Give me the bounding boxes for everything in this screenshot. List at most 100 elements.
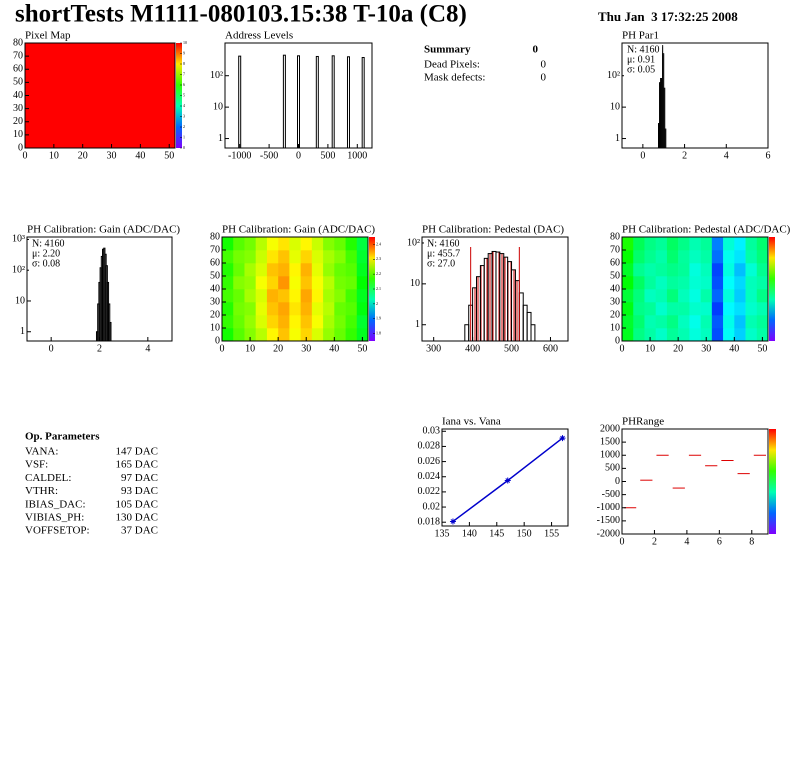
param-label: VSF: <box>25 459 48 471</box>
heat-cell <box>756 250 769 264</box>
stats-line: σ: 0.05 <box>627 64 655 75</box>
x-tick-label: 4 <box>684 536 689 547</box>
y-tick-label: 1 <box>615 133 620 144</box>
x-tick-label: 40 <box>135 150 145 161</box>
heat-cell <box>289 237 301 251</box>
x-tick-label: 1000 <box>347 150 367 161</box>
heat-cell <box>666 302 679 316</box>
heat-cell <box>334 263 346 277</box>
heat-cell <box>289 289 301 303</box>
heat-cell <box>323 263 335 277</box>
x-tick-label: 30 <box>701 343 711 354</box>
stats-line: μ: 0.91 <box>627 54 655 65</box>
hist-bin <box>503 256 509 342</box>
y-tick-label: 60 <box>13 64 23 75</box>
heat-cell <box>311 237 324 251</box>
summary-title: Summary <box>424 44 471 56</box>
heat-cell <box>244 302 256 316</box>
hist-bin <box>464 324 470 342</box>
heat-cell <box>633 328 645 342</box>
heat-cell <box>300 302 313 316</box>
heat-cell <box>734 237 746 251</box>
stats-box <box>29 239 67 272</box>
heat-cell <box>266 276 279 290</box>
heat-cell <box>723 263 735 277</box>
z-tick-label: 8 <box>183 61 185 66</box>
stats-line: μ: 455.7 <box>427 248 460 259</box>
heat-cell <box>222 237 234 251</box>
heat-cell <box>734 328 746 342</box>
chart-title: PH Calibration: Pedestal (ADC/DAC) <box>622 224 791 236</box>
heat-cell <box>666 315 679 329</box>
heat-cell <box>255 250 268 264</box>
heat-cell <box>311 289 324 303</box>
heat-cell <box>255 302 268 316</box>
hist-bin <box>511 269 516 342</box>
heat-cell <box>711 237 724 251</box>
x-tick-label: 10 <box>645 343 655 354</box>
heat-cell <box>222 315 234 329</box>
heat-cell <box>244 276 256 290</box>
heat-cell <box>356 328 369 342</box>
x-tick-label: 50 <box>164 150 174 161</box>
stats-box <box>424 239 462 272</box>
heat-cell <box>745 315 758 329</box>
heat-cell <box>356 263 369 277</box>
summary-label: Dead Pixels: <box>424 59 480 71</box>
hist-bin <box>499 253 505 342</box>
x-tick-label: 6 <box>717 536 722 547</box>
y-tick-label: 10 <box>213 101 223 112</box>
y-tick-label: 80 <box>13 37 23 48</box>
z-tick-label: 0 <box>183 145 185 150</box>
y-tick-label: 30 <box>13 103 23 114</box>
heat-cell <box>689 302 701 316</box>
heat-cell <box>622 276 634 290</box>
heat-cell <box>644 302 656 316</box>
heat-cell <box>633 315 645 329</box>
param-value: 97 DAC <box>121 472 158 484</box>
heat-cell <box>734 302 746 316</box>
spike <box>238 55 242 149</box>
param-value: 37 DAC <box>121 525 158 537</box>
heat-cell <box>278 289 290 303</box>
heat-cell <box>266 328 279 342</box>
heat-cell <box>622 302 634 316</box>
heat-cell <box>300 263 313 277</box>
heat-cell <box>745 250 758 264</box>
heat-cell <box>655 289 668 303</box>
heat-cell <box>711 276 724 290</box>
param-value: 147 DAC <box>116 446 158 458</box>
heat-cell <box>700 328 713 342</box>
x-tick-label: 600 <box>543 343 558 354</box>
heat-cell <box>678 302 690 316</box>
heat-cell <box>323 289 335 303</box>
x-tick-label: 2 <box>652 536 657 547</box>
hist-bin <box>491 250 497 342</box>
y-tick-label: 40 <box>13 90 23 101</box>
y-tick-label: 30 <box>610 296 620 307</box>
heat-cell <box>334 315 346 329</box>
x-tick-label: 10 <box>245 343 255 354</box>
heat-cell <box>678 237 690 251</box>
heat-cell <box>666 289 679 303</box>
heat-cell <box>323 237 335 251</box>
z-tick-label: 1.9 <box>376 316 381 321</box>
heat-cell <box>289 250 301 264</box>
frame <box>621 428 769 535</box>
heat-cell <box>311 328 324 342</box>
heat-cell <box>244 289 256 303</box>
hist-bin <box>518 292 524 342</box>
heat-cell <box>644 315 656 329</box>
heat-cell <box>222 263 234 277</box>
x-tick-label: 0 <box>640 150 645 161</box>
y-tick-label: -2000 <box>597 528 620 539</box>
heat-cell <box>334 250 346 264</box>
y-tick-label: 0.03 <box>423 426 441 437</box>
y-tick-label: 20 <box>13 116 23 127</box>
heat-cell <box>711 302 724 316</box>
y-tick-label: 80 <box>210 231 220 242</box>
z-tick-label: 2.2 <box>376 271 381 276</box>
y-tick-label: 10 <box>210 322 220 333</box>
heat-cell <box>655 263 668 277</box>
summary-label: Mask defects: <box>424 72 485 84</box>
